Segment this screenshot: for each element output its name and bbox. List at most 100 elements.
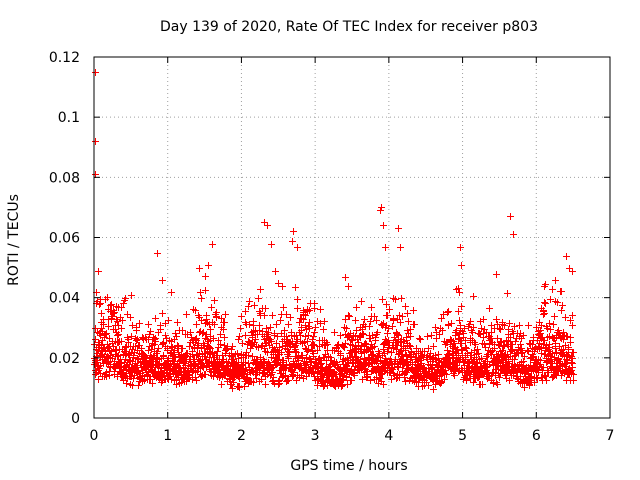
data-point	[398, 295, 405, 302]
data-point	[314, 382, 321, 389]
data-point	[429, 366, 436, 373]
data-point	[554, 299, 561, 306]
data-point	[229, 385, 236, 392]
data-point	[358, 298, 365, 305]
data-point	[378, 204, 385, 211]
data-point	[475, 350, 482, 357]
data-point	[463, 376, 470, 383]
data-point	[399, 313, 406, 320]
data-point	[538, 322, 545, 329]
data-point	[154, 348, 161, 355]
data-point	[224, 345, 231, 352]
data-point	[517, 341, 524, 348]
data-point	[537, 361, 544, 368]
data-point	[569, 322, 576, 329]
data-point	[512, 338, 519, 345]
data-point	[463, 345, 470, 352]
data-point	[494, 335, 501, 342]
data-point	[543, 377, 550, 384]
data-point	[388, 365, 395, 372]
data-point	[555, 355, 562, 362]
data-point	[404, 362, 411, 369]
data-point	[218, 381, 225, 388]
data-point	[252, 336, 259, 343]
data-point	[350, 369, 357, 376]
data-point	[537, 327, 544, 334]
data-point	[307, 359, 314, 366]
data-point	[416, 335, 423, 342]
data-point	[382, 244, 389, 251]
data-point	[221, 319, 228, 326]
data-point	[435, 355, 442, 362]
data-point	[359, 326, 366, 333]
data-point	[540, 364, 547, 371]
data-point	[565, 346, 572, 353]
data-point	[274, 333, 281, 340]
data-point	[388, 376, 395, 383]
data-point	[217, 331, 224, 338]
data-point	[303, 354, 310, 361]
data-point	[253, 375, 260, 382]
data-point	[286, 349, 293, 356]
data-point	[541, 299, 548, 306]
data-point	[306, 325, 313, 332]
data-point	[122, 295, 129, 302]
data-point	[302, 312, 309, 319]
data-point	[516, 322, 523, 329]
data-point	[165, 355, 172, 362]
data-point	[438, 315, 445, 322]
data-point	[111, 309, 118, 316]
data-point	[310, 333, 317, 340]
data-point	[434, 373, 441, 380]
data-point	[341, 344, 348, 351]
x-tick-label: 5	[458, 428, 467, 444]
data-point	[285, 377, 292, 384]
data-point	[236, 333, 243, 340]
data-point	[302, 333, 309, 340]
data-point	[348, 336, 355, 343]
data-point	[488, 335, 495, 342]
data-point	[205, 262, 212, 269]
data-point	[343, 374, 350, 381]
data-point	[451, 340, 458, 347]
data-point	[92, 138, 99, 145]
data-point	[285, 355, 292, 362]
data-point	[132, 343, 139, 350]
data-point	[338, 381, 345, 388]
data-point	[480, 316, 487, 323]
data-point	[108, 301, 115, 308]
x-tick-label: 1	[163, 428, 172, 444]
data-point	[173, 333, 180, 340]
data-point	[496, 325, 503, 332]
data-point	[152, 338, 159, 345]
data-point	[452, 332, 459, 339]
data-point	[159, 277, 166, 284]
data-point	[179, 327, 186, 334]
data-point	[560, 329, 567, 336]
data-point	[285, 321, 292, 328]
data-point	[386, 306, 393, 313]
data-point	[371, 343, 378, 350]
data-point	[521, 353, 528, 360]
data-point	[136, 320, 143, 327]
data-point	[477, 331, 484, 338]
data-point	[113, 347, 120, 354]
data-point	[246, 298, 253, 305]
data-point	[235, 355, 242, 362]
data-point	[499, 347, 506, 354]
data-point	[171, 351, 178, 358]
data-point	[211, 321, 218, 328]
data-point	[503, 368, 510, 375]
data-point	[320, 326, 327, 333]
data-point	[276, 344, 283, 351]
data-point	[558, 307, 565, 314]
data-point	[261, 358, 268, 365]
data-point	[397, 319, 404, 326]
data-point	[369, 351, 376, 358]
data-point	[469, 329, 476, 336]
data-point	[157, 322, 164, 329]
data-point	[129, 322, 136, 329]
data-point	[237, 325, 244, 332]
data-point	[213, 309, 220, 316]
data-point	[449, 355, 456, 362]
